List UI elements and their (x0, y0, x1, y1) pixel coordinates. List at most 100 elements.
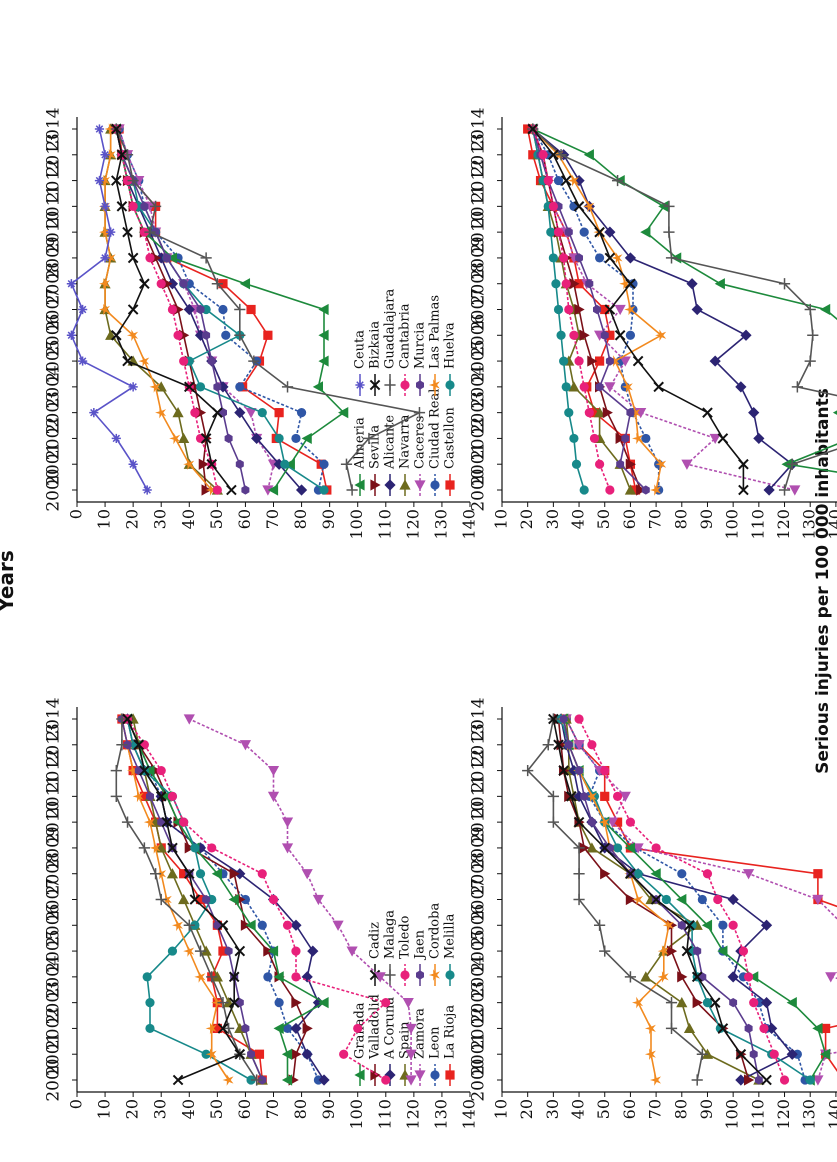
data-point (727, 893, 739, 906)
data-point (251, 1074, 263, 1086)
data-point (99, 303, 110, 316)
data-point (621, 433, 630, 443)
data-point (573, 174, 585, 187)
x-tick-label: 2009 (44, 826, 64, 869)
data-point (374, 972, 386, 983)
y-tick-label: 110 (375, 1099, 394, 1130)
legend-label: Sevilla (368, 425, 383, 469)
data-point (564, 304, 574, 315)
legend-item: Murcia (413, 322, 428, 396)
data-point (217, 997, 229, 1009)
x-tick-label: 2003 (44, 981, 64, 1024)
data-point (693, 946, 702, 956)
data-point (683, 1022, 696, 1034)
data-point (547, 816, 559, 828)
data-point (686, 278, 698, 290)
data-point (291, 1048, 302, 1060)
data-point (139, 278, 150, 290)
data-point (614, 329, 626, 341)
y-tick-label: 140 (825, 1099, 837, 1130)
data-point (718, 920, 728, 930)
data-point (257, 920, 267, 930)
data-point (600, 330, 609, 340)
data-point (319, 459, 329, 469)
x-tick-label: 2013 (44, 723, 64, 766)
series-ceuta (66, 124, 152, 495)
data-point (104, 252, 116, 264)
data-point (246, 304, 256, 315)
data-point (604, 226, 616, 238)
data-point (353, 1023, 363, 1034)
legend-marker (384, 969, 396, 981)
data-point (650, 1074, 661, 1086)
data-point (717, 945, 728, 957)
data-point (740, 329, 752, 341)
data-point (595, 253, 605, 263)
data-point (273, 458, 285, 470)
data-point (566, 791, 577, 802)
data-point (636, 484, 647, 496)
data-point (346, 484, 358, 496)
data-point (381, 998, 391, 1008)
x-tick-label: 2009 (469, 826, 489, 869)
data-point (167, 304, 178, 315)
legend-item: Cordoba (428, 903, 443, 986)
data-point (702, 998, 713, 1008)
data-point (820, 1048, 831, 1060)
data-point (172, 919, 183, 932)
data-point (587, 740, 597, 750)
data-point (273, 1022, 284, 1035)
data-point (676, 997, 688, 1008)
y-tick-label: 20 (123, 509, 142, 529)
data-point (804, 303, 816, 316)
data-point (206, 458, 218, 470)
y-tick-label: 100 (723, 509, 742, 540)
data-point (200, 945, 212, 956)
legend-label: Leon (428, 1026, 443, 1059)
legend-marker (414, 1070, 426, 1081)
data-point (280, 459, 290, 469)
series-line (118, 128, 275, 491)
data-point (281, 843, 294, 854)
data-point (663, 226, 675, 238)
data-point (111, 433, 121, 444)
legend-label: Castellon (443, 407, 458, 469)
y-tick-label: 80 (671, 1099, 690, 1119)
data-point (195, 869, 206, 879)
y-tick-label: 130 (800, 1099, 819, 1130)
data-point (94, 124, 105, 134)
data-point (100, 253, 110, 263)
data-point (573, 868, 585, 880)
data-point (217, 1023, 229, 1034)
data-point (281, 817, 294, 828)
legend-item: Zamora (413, 1008, 428, 1086)
data-point (228, 997, 240, 1008)
data-point (662, 919, 674, 932)
data-point (267, 765, 280, 777)
data-point (291, 433, 301, 444)
data-point (729, 998, 738, 1008)
data-point (661, 894, 671, 905)
data-point (196, 304, 205, 315)
series-valencia (526, 123, 667, 496)
series-zaragoza (527, 123, 749, 496)
data-point (190, 920, 200, 930)
data-point (213, 382, 222, 392)
x-tick-label: 2010 (469, 801, 489, 844)
data-point (116, 739, 128, 751)
data-point (804, 355, 816, 367)
legend-label: Toledo (398, 915, 413, 959)
data-point (743, 972, 754, 982)
data-point (579, 842, 590, 854)
data-point (155, 791, 167, 802)
data-point (241, 1023, 250, 1033)
legend-item: Toledo (398, 915, 413, 986)
data-point (200, 252, 212, 264)
data-point (573, 893, 585, 906)
legend-marker (384, 379, 396, 391)
data-point (701, 919, 713, 931)
data-point (312, 381, 324, 393)
y-tick-label: 90 (319, 1099, 338, 1119)
x-tick-label: 2006 (44, 904, 64, 947)
